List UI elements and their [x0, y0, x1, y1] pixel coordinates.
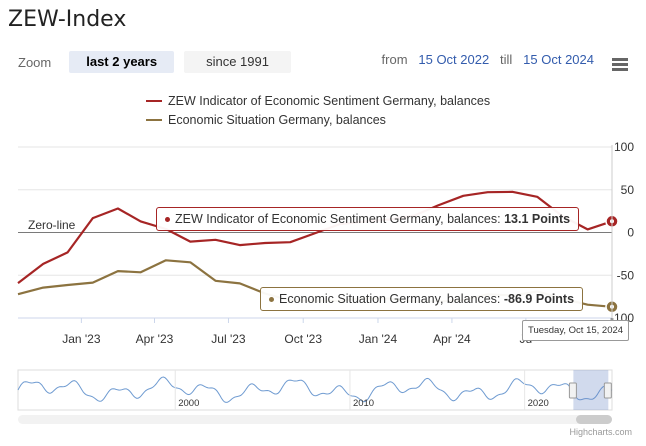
legend-item-situation[interactable]: Economic Situation Germany, balances	[146, 110, 490, 129]
credits-link[interactable]: Highcharts.com	[569, 427, 632, 437]
date-range: from 15 Oct 2022 till 15 Oct 2024	[382, 52, 594, 67]
navigator-frame	[17, 369, 613, 411]
legend-line-icon	[146, 99, 162, 102]
zero-line-label: Zero-line	[28, 218, 76, 232]
hamburger-menu-icon[interactable]	[612, 58, 628, 72]
x-axis-tooltip: Tuesday, Oct 15, 2024	[522, 320, 630, 341]
zoom-since-1991-button[interactable]: since 1991	[184, 51, 291, 73]
y-tick-label: 0	[627, 226, 634, 240]
y-tick-label: 100	[614, 140, 634, 154]
zoom-controls: Zoom last 2 years since 1991	[18, 50, 301, 74]
legend-item-sentiment[interactable]: ZEW Indicator of Economic Sentiment Germ…	[146, 91, 490, 110]
navigator-selection	[573, 370, 609, 410]
zoom-last-2-years-button[interactable]: last 2 years	[69, 51, 175, 73]
x-tick-label: Jan '23	[62, 332, 101, 346]
page-title: ZEW-Index	[8, 7, 127, 32]
x-tick-label: Apr '24	[433, 332, 471, 346]
x-tick-label: Apr '23	[136, 332, 174, 346]
tooltip-value: 13.1 Points	[504, 212, 571, 226]
from-date-input[interactable]: 15 Oct 2022	[418, 52, 490, 67]
series-dot-icon	[165, 217, 170, 223]
till-date-input[interactable]: 15 Oct 2024	[523, 52, 594, 67]
y-tick-label: 50	[621, 183, 635, 197]
navigator-tick-label: 2010	[353, 398, 374, 409]
navigator-handle	[568, 382, 577, 399]
tooltip-sentiment: ZEW Indicator of Economic Sentiment Germ…	[156, 207, 580, 231]
tooltip-text: Economic Situation Germany, balances:	[279, 292, 504, 306]
tooltip-text: ZEW Indicator of Economic Sentiment Germ…	[175, 212, 505, 226]
x-axis: Jan '23 Apr '23 Jul '23 Oct '23 Jan '24 Apr '…	[18, 317, 612, 346]
tooltip-value: -86.9 Points	[503, 292, 575, 306]
x-tick-label: Jul '23	[211, 332, 246, 346]
x-tick-label: Jan '24	[359, 332, 398, 346]
series-dot-icon	[269, 297, 274, 303]
legend-line-icon	[146, 118, 162, 121]
from-label: from	[381, 52, 408, 67]
navigator-scrollbar[interactable]	[18, 415, 612, 424]
chart-legend: ZEW Indicator of Economic Sentiment Germ…	[146, 91, 490, 129]
tooltip-situation: Economic Situation Germany, balances: -8…	[260, 287, 584, 311]
navigator-tick-label: 2020	[528, 398, 549, 409]
legend-label: ZEW Indicator of Economic Sentiment Germ…	[168, 93, 491, 108]
legend-label: Economic Situation Germany, balances	[168, 112, 386, 127]
x-tick-label: Oct '23	[284, 332, 322, 346]
scrollbar-thumb[interactable]	[576, 415, 612, 424]
navigator[interactable]: 2000 2010 2020	[17, 369, 613, 411]
navigator-tick-label: 2000	[178, 398, 199, 409]
navigator-handle	[603, 382, 612, 399]
y-tick-label: -50	[617, 268, 635, 282]
zoom-label: Zoom	[18, 54, 52, 70]
till-label: till	[500, 52, 513, 67]
sentiment-series-line	[17, 190, 613, 284]
navigator-series-line	[17, 376, 613, 403]
